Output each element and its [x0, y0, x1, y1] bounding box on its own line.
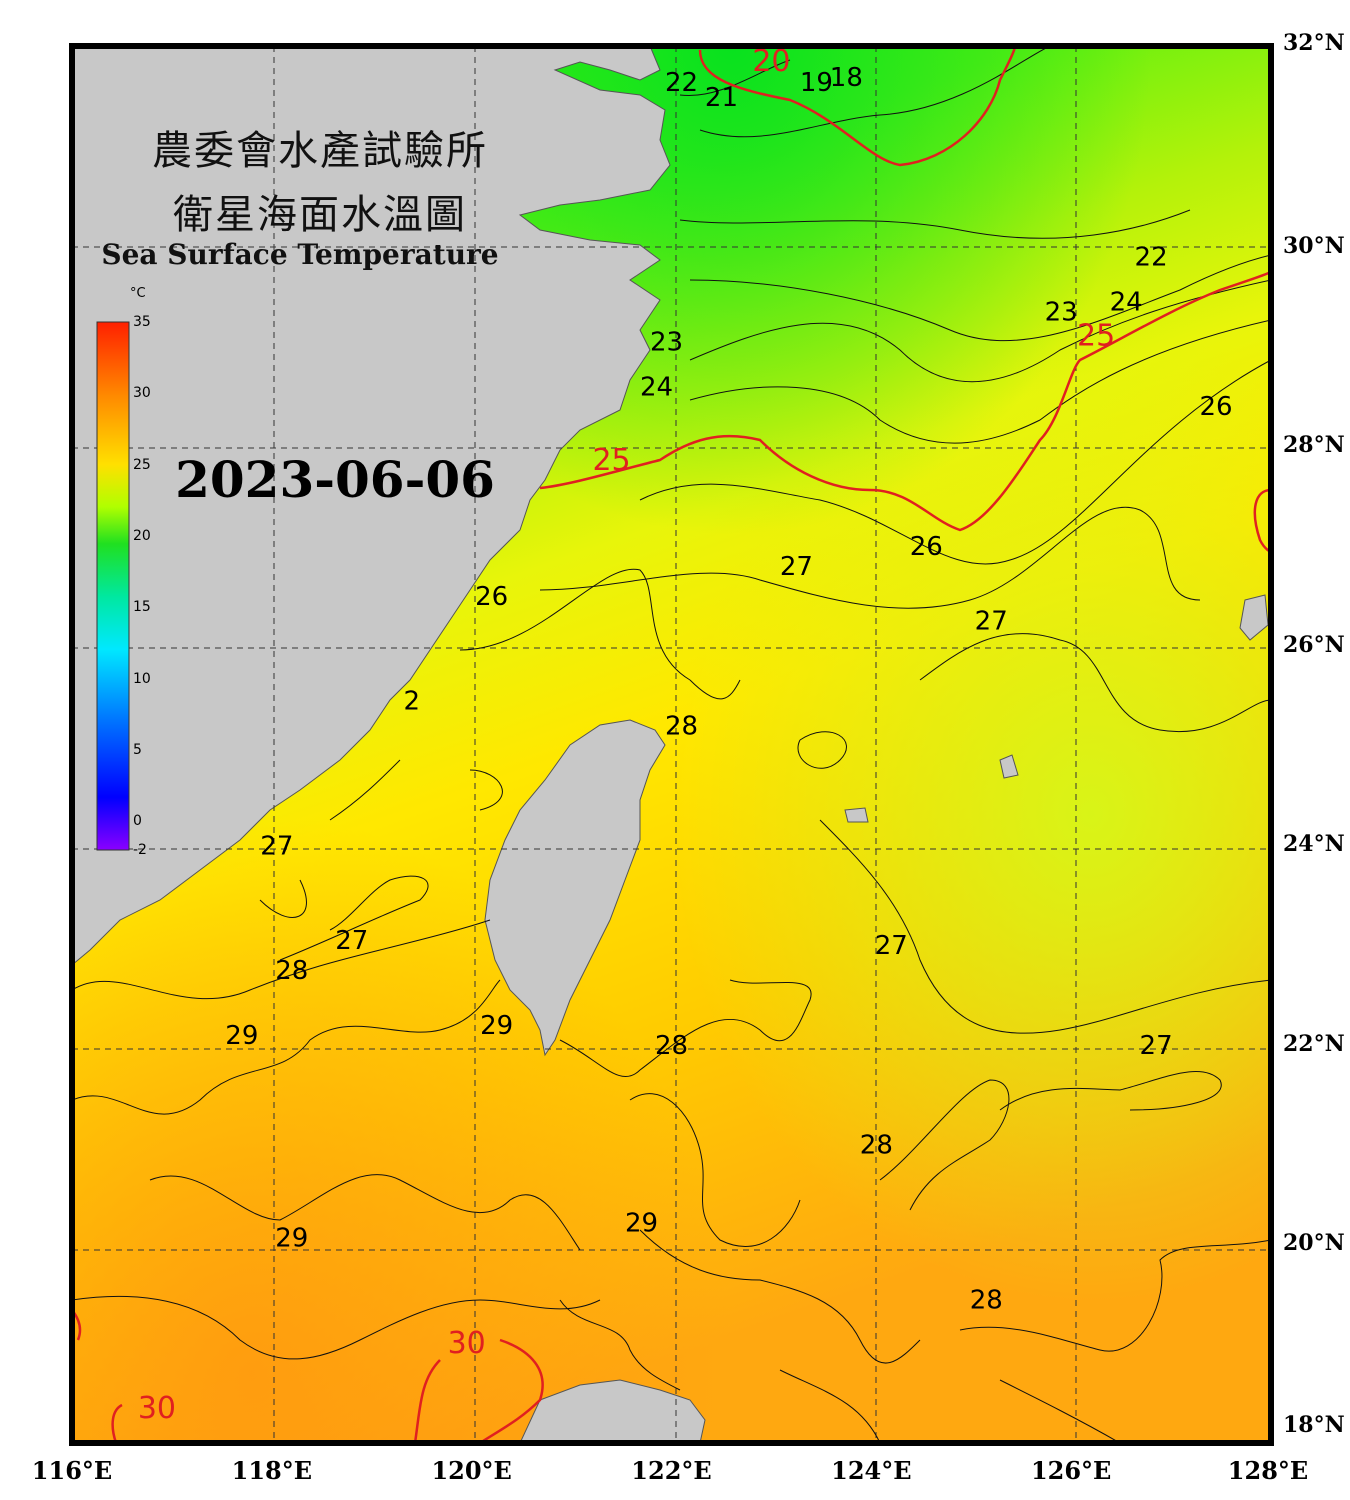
luzon-island	[519, 1379, 706, 1443]
title-english: Sea Surface Temperature	[101, 238, 499, 271]
lat-label: 24°N	[1283, 831, 1345, 858]
contour-labels: 22 21201918222423252324252626272726228272…	[138, 44, 1233, 1426]
lon-label: 128°E	[1227, 1456, 1309, 1485]
contour-label: 27	[1140, 1031, 1173, 1061]
lat-label: 32°N	[1283, 30, 1345, 56]
lat-label: 22°N	[1283, 1030, 1345, 1057]
colorbar-tick-label: 0	[133, 813, 142, 830]
contour-label: 18	[830, 63, 863, 93]
title-chinese-line1: 農委會水產試驗所	[152, 128, 488, 174]
contour-label: 30	[138, 1391, 176, 1426]
colorbar	[96, 321, 130, 851]
lon-label: 120°E	[431, 1456, 512, 1485]
contour-label: 27	[875, 931, 908, 961]
contour-label: 2	[403, 687, 420, 717]
colorbar-tick-label: 25	[133, 456, 151, 473]
contour-label: 25	[1077, 318, 1115, 353]
contour-label: 29	[480, 1011, 513, 1041]
title-chinese-line2: 衛星海面水溫圖	[173, 192, 467, 238]
lat-label: 26°N	[1283, 631, 1345, 658]
contour-label: 28	[970, 1285, 1003, 1315]
contour-label: 27	[260, 831, 293, 861]
contour-label: 25	[592, 443, 630, 478]
colorbar-tick-label: 35	[133, 314, 151, 330]
contour-label: 27	[335, 926, 368, 956]
contour-label: 30	[448, 1326, 486, 1361]
contour-label: 27	[975, 607, 1008, 637]
lat-label: 18°N	[1283, 1412, 1345, 1438]
contour-label: 29	[625, 1208, 658, 1238]
colorbar-tick-label: 20	[133, 528, 151, 545]
contour-label: 20	[752, 44, 790, 79]
colorbar-tick-label: 10	[133, 670, 151, 687]
contour-label: 26	[1199, 392, 1232, 422]
isotherm-lines	[72, 46, 1271, 1443]
lat-lon-grid	[72, 46, 1271, 1443]
contour-label: 28	[275, 956, 308, 986]
contour-label: 27	[780, 552, 813, 582]
ryukyu-islands	[844, 594, 1269, 823]
contour-label: 22	[665, 68, 698, 98]
contour-label: 28	[665, 712, 698, 742]
contour-label: 28	[655, 1031, 688, 1061]
lat-label: 20°N	[1283, 1230, 1345, 1257]
contour-label: 23	[650, 327, 683, 357]
contour-label: 23	[1045, 297, 1078, 327]
contour-label: 29	[225, 1021, 258, 1051]
contour-label: 19	[800, 68, 833, 98]
map-frame	[69, 43, 1274, 1446]
lon-label: 118°E	[231, 1456, 313, 1485]
lon-label: 116°E	[31, 1456, 113, 1485]
lon-label: 124°E	[831, 1456, 912, 1485]
contour-label: 24	[1110, 287, 1143, 317]
contour-label: 26	[910, 532, 943, 562]
colorbar-tick-label: 5	[133, 742, 142, 759]
map-date: 2023-06-06	[175, 450, 495, 509]
taiwan-island	[484, 719, 666, 1057]
colorbar-tick-label: 15	[133, 599, 151, 616]
colorbar-tick-label: 30	[133, 385, 151, 402]
lon-label: 122°E	[631, 1456, 712, 1485]
contour-label: 28	[860, 1131, 893, 1161]
contour-label: 24	[640, 372, 673, 402]
contour-label: 21	[705, 83, 738, 113]
contour-label: 22	[1135, 243, 1168, 273]
colorbar-unit: °C	[130, 286, 146, 301]
lat-label: 28°N	[1283, 432, 1345, 459]
lat-label: 30°N	[1283, 232, 1345, 259]
lon-label: 126°E	[1030, 1456, 1112, 1485]
china-mainland	[72, 46, 671, 966]
contour-label: 29	[275, 1223, 308, 1253]
colorbar-tick-label: -2	[133, 842, 147, 858]
contour-label: 26	[475, 582, 508, 612]
